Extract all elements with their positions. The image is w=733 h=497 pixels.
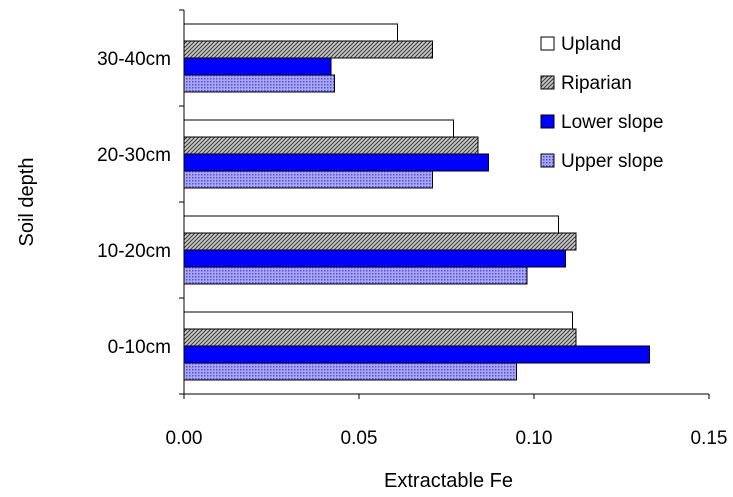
y-tick-label: 20-30cm bbox=[97, 145, 171, 166]
bar-lower-slope-0-10cm bbox=[183, 345, 650, 364]
legend: Upland Riparian Lower slope Upper slope bbox=[540, 34, 663, 172]
x-ticks-group: 0.00 0.05 0.10 0.15 bbox=[166, 394, 728, 449]
legend-label-lower-slope: Lower slope bbox=[561, 112, 663, 133]
x-tick-label: 0.05 bbox=[341, 428, 378, 449]
bar-lower-slope-30-40cm bbox=[183, 57, 332, 76]
bar-riparian-10-20cm bbox=[183, 232, 577, 251]
legend-label-upland: Upland bbox=[561, 34, 621, 55]
x-tick-label: 0.10 bbox=[516, 428, 553, 449]
y-ticks-group: 0-10cm 10-20cm 20-30cm 30-40cm bbox=[97, 9, 184, 395]
y-tick-label: 10-20cm bbox=[97, 241, 171, 262]
y-tick-label: 0-10cm bbox=[108, 337, 171, 358]
bar-riparian-30-40cm bbox=[183, 40, 433, 59]
legend-swatch-upland bbox=[540, 36, 555, 51]
bar-riparian-20-30cm bbox=[183, 136, 479, 155]
bar-lower-slope-10-20cm bbox=[183, 249, 566, 268]
y-tick-label: 30-40cm bbox=[97, 49, 171, 70]
x-tick-label: 0.00 bbox=[166, 428, 203, 449]
bar-upper-slope-10-20cm bbox=[183, 266, 528, 285]
bar-upper-slope-0-10cm bbox=[183, 362, 517, 381]
legend-swatch-lower-slope bbox=[540, 114, 555, 129]
bar-upper-slope-30-40cm bbox=[183, 74, 335, 93]
legend-swatch-upper-slope bbox=[540, 153, 555, 168]
bar-lower-slope-20-30cm bbox=[183, 153, 489, 172]
legend-label-upper-slope: Upper slope bbox=[561, 151, 663, 172]
legend-label-riparian: Riparian bbox=[561, 73, 632, 94]
x-tick-label: 0.15 bbox=[691, 428, 728, 449]
x-axis-title: Extractable Fe bbox=[384, 470, 513, 492]
bar-upland-20-30cm bbox=[183, 119, 454, 138]
bar-upland-30-40cm bbox=[183, 23, 398, 42]
legend-swatch-riparian bbox=[540, 75, 555, 90]
bar-upland-10-20cm bbox=[183, 215, 559, 234]
bar-riparian-0-10cm bbox=[183, 328, 577, 347]
bar-upland-0-10cm bbox=[183, 311, 573, 330]
y-axis-title: Soil depth bbox=[16, 158, 38, 247]
bar-upper-slope-20-30cm bbox=[183, 170, 433, 189]
